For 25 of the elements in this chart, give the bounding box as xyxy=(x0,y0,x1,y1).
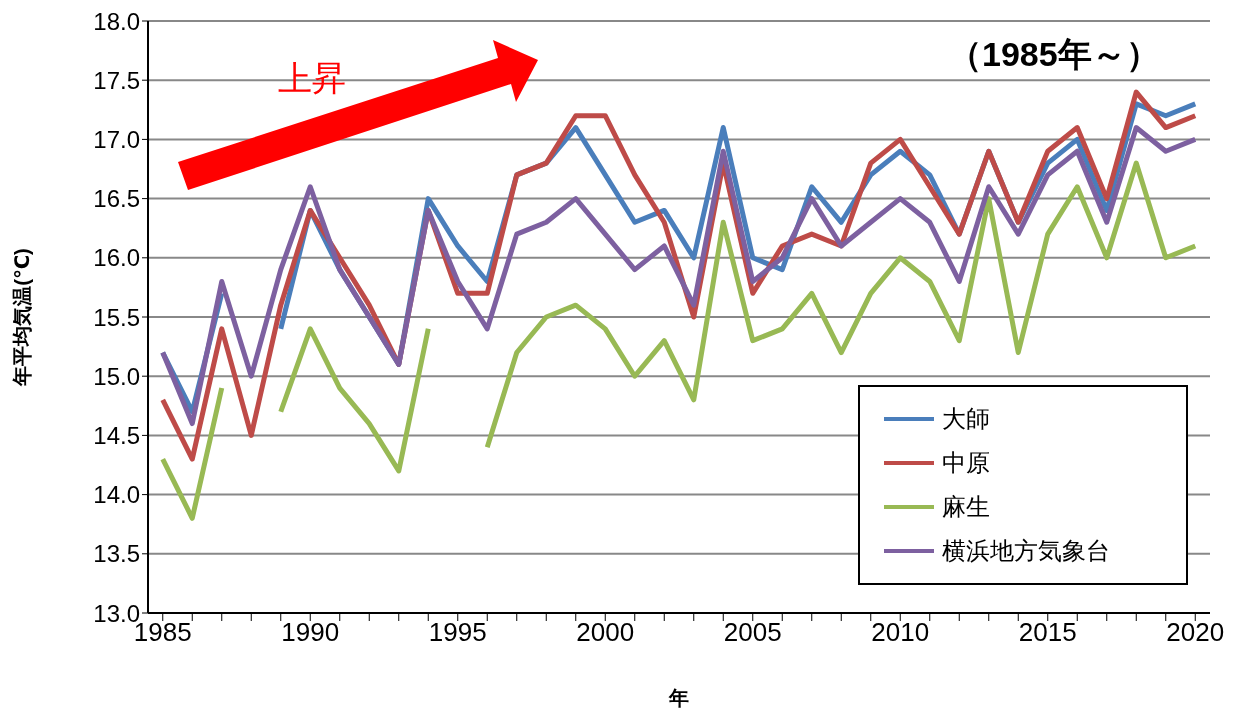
y-tick-label: 14.0 xyxy=(93,481,140,509)
legend-label: 大師 xyxy=(942,404,990,434)
y-tick-label: 17.0 xyxy=(93,125,140,153)
x-tick-label: 2005 xyxy=(723,617,782,648)
x-axis-title: 年 xyxy=(668,687,689,709)
x-tick-label: 1990 xyxy=(281,617,340,648)
x-tick-label: 2020 xyxy=(1166,617,1225,648)
y-tick-label: 15.5 xyxy=(93,303,140,331)
legend-label: 横浜地方気象台 xyxy=(942,536,1110,566)
x-tick-label: 2010 xyxy=(871,617,930,648)
annotation: 上昇 xyxy=(278,58,346,99)
legend-label: 麻生 xyxy=(942,492,990,522)
x-tick-label: 2000 xyxy=(576,617,635,648)
legend-label: 中原 xyxy=(942,448,990,478)
y-tick-label: 14.5 xyxy=(93,421,140,449)
y-axis-title: 年平均気温(℃) xyxy=(11,248,34,387)
x-tick-label: 1995 xyxy=(428,617,487,648)
y-tick-label: 16.0 xyxy=(93,244,140,272)
y-tick-label: 18.0 xyxy=(93,7,140,35)
y-tick-label: 15.0 xyxy=(93,362,140,390)
annotation: （1985年～） xyxy=(948,34,1160,74)
y-tick-label: 13.5 xyxy=(93,540,140,568)
x-tick-label: 2015 xyxy=(1018,617,1077,648)
y-tick-label: 16.5 xyxy=(93,185,140,213)
y-tick-label: 17.5 xyxy=(93,66,140,94)
